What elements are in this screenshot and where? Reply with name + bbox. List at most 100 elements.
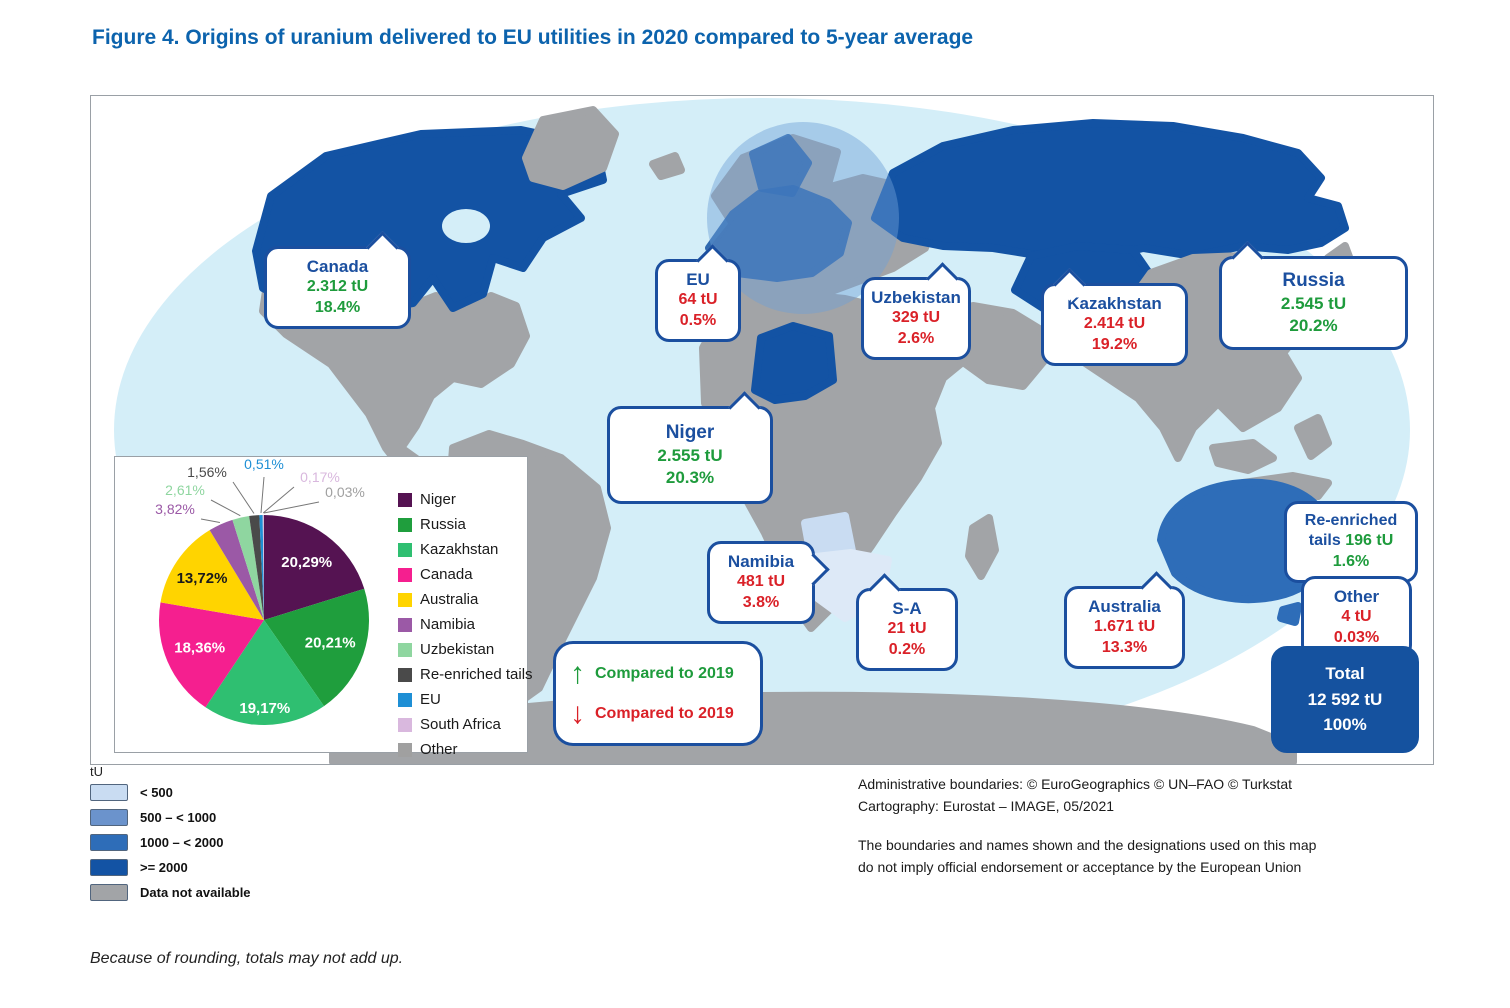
legend-unit-label: tU <box>90 764 103 779</box>
callout-country-name: Russia <box>1282 270 1345 291</box>
map-color-legend-rows: < 500 500 – < 1000 1000 – < 2000 >= 2000 Dat… <box>90 784 251 901</box>
pie-label-niger: 20,29% <box>281 554 332 571</box>
callout-value: 481 tU <box>736 573 786 591</box>
arrow-up-icon: ↑ <box>570 656 585 690</box>
legend-swatch <box>90 809 128 826</box>
legend-swatch <box>90 784 128 801</box>
map-legend-item: 500 – < 1000 <box>90 809 251 826</box>
pie-legend-label: Niger <box>420 491 456 508</box>
figure-footnote: Because of rounding, totals may not add … <box>90 950 404 967</box>
pie-chart-inset: 20,29% 20,21% 19,17% 18,36% 13,72% 3,82% 2,61%… <box>114 456 533 758</box>
total-value: 12 592 tU <box>1307 689 1383 709</box>
pie-slice-south-africa <box>262 515 264 620</box>
greenland <box>522 106 619 190</box>
callout-total: Total 12 592 tU 100% <box>1271 646 1419 753</box>
pie-label-russia: 20,21% <box>305 635 356 652</box>
pie-slice-canada <box>159 602 264 708</box>
total-percent: 100% <box>1323 715 1367 734</box>
pie-legend-swatch <box>398 717 412 732</box>
malay-peninsula <box>1209 439 1277 474</box>
pie-legend-item: Namibia <box>398 616 533 633</box>
pie-legend-swatch <box>398 542 412 557</box>
pie-legend-swatch <box>398 592 412 607</box>
madagascar <box>965 514 999 580</box>
credit-line: Administrative boundaries: © EuroGeograp… <box>858 776 1293 792</box>
callout-country-name: Re-enriched tails <box>1304 512 1398 549</box>
callout-eu: EU 64 tU 0.5% <box>655 244 741 342</box>
pie-leader-line <box>232 481 255 514</box>
callout-value: 329 tU <box>891 309 941 327</box>
pie-legend-item: Uzbekistan <box>398 641 533 658</box>
pie-chart: 20,29% 20,21% 19,17% 18,36% 13,72% 3,82% 2,61%… <box>155 457 370 726</box>
pie-leader-line <box>200 518 220 523</box>
callout-percent: 0.03% <box>1333 629 1380 647</box>
country-niger <box>751 322 837 404</box>
pie-legend-label: Australia <box>420 591 479 608</box>
arrow-down-icon: ↓ <box>570 696 585 730</box>
pie-slice-kazakhstan <box>205 620 324 726</box>
callout-country-name: Niger <box>665 422 715 443</box>
callout-percent: 19.2% <box>1091 336 1138 354</box>
pie-legend-swatch <box>398 642 412 657</box>
pie-legend-item: Re-enriched tails <box>398 666 533 683</box>
map-legend-item: 1000 – < 2000 <box>90 834 251 851</box>
pie-legend-item: Kazakhstan <box>398 541 533 558</box>
pie-legend-swatch <box>398 617 412 632</box>
callout-percent: 0.5% <box>679 312 717 330</box>
pie-legend-item: EU <box>398 691 533 708</box>
pie-slice-eu <box>259 515 264 620</box>
philippines <box>1294 414 1332 460</box>
callout-value: 4 tU <box>1341 608 1372 626</box>
callout-russia: Russia 2.545 tU 20.2% <box>1219 241 1408 350</box>
legend-label: >= 2000 <box>140 860 188 875</box>
country-russia <box>871 119 1349 264</box>
callout-value: 2.555 tU <box>657 445 723 465</box>
pie-label-namibia: 3,82% <box>155 501 195 517</box>
legend-swatch <box>90 834 128 851</box>
figure-title: Figure 4. Origins of uranium delivered t… <box>92 26 974 49</box>
pie-legend-label: Re-enriched tails <box>420 666 533 683</box>
callout-country-name: S-A <box>892 599 922 618</box>
callout-percent: 13.3% <box>1101 639 1148 657</box>
legend-label: < 500 <box>140 785 173 800</box>
pie-label-kazakhstan: 19,17% <box>239 700 290 717</box>
legend-label: Data not available <box>140 885 251 900</box>
legend-swatch <box>90 884 128 901</box>
callout-percent: 0.2% <box>888 641 926 659</box>
map-panel: Canada 2.312 tU 18.4% EU 64 tU 0.5% Uzbe… <box>90 95 1434 765</box>
pie-legend-label: Canada <box>420 566 473 583</box>
callout-country-name: EU <box>686 270 710 289</box>
callout-value: 196 tU <box>1345 532 1394 549</box>
trend-down-label: Compared to 2019 <box>595 704 734 722</box>
callout-uzbekistan: Uzbekistan 329 tU 2.6% <box>861 262 971 360</box>
pie-label-uzbekistan: 2,61% <box>165 482 205 498</box>
trend-legend-up-row: ↑ Compared to 2019 <box>570 656 746 690</box>
pie-legend-label: Russia <box>420 516 466 533</box>
pie-legend-label: EU <box>420 691 441 708</box>
callout-australia: Australia 1.671 tU 13.3% <box>1064 571 1185 669</box>
pie-legend-swatch <box>398 742 412 757</box>
callout-percent: 20.2% <box>1289 315 1338 335</box>
pie-legend-item: Australia <box>398 591 533 608</box>
pie-legend-swatch <box>398 567 412 582</box>
callout-country-name: Uzbekistan <box>871 288 961 307</box>
iceland <box>649 152 685 180</box>
pie-label-canada: 18,36% <box>174 640 225 657</box>
map-legend-item: < 500 <box>90 784 251 801</box>
pie-legend-swatch <box>398 517 412 532</box>
callout-country-name: Australia <box>1088 597 1161 616</box>
callout-niger: Niger 2.555 tU 20.3% <box>607 391 773 504</box>
callout-value: 1.671 tU <box>1093 618 1156 636</box>
callout-percent: 3.8% <box>742 594 780 612</box>
pie-slice-russia <box>264 588 370 707</box>
pie-label-re-enriched-tails: 1,56% <box>187 464 227 480</box>
trend-legend-down-row: ↓ Compared to 2019 <box>570 696 746 730</box>
legend-swatch <box>90 859 128 876</box>
pie-slice-uzbekistan <box>232 516 264 620</box>
callout-percent: 18.4% <box>314 299 361 317</box>
scandinavia <box>749 134 812 197</box>
pie-legend-item: Russia <box>398 516 533 533</box>
callout-country-name: Namibia <box>727 552 795 571</box>
map-color-legend: tU < 500 500 – < 1000 1000 – < 2000 >= 2000… <box>90 764 251 909</box>
callout-re-enriched-tails: Re-enriched tails 196 tU 1.6% <box>1284 501 1418 583</box>
